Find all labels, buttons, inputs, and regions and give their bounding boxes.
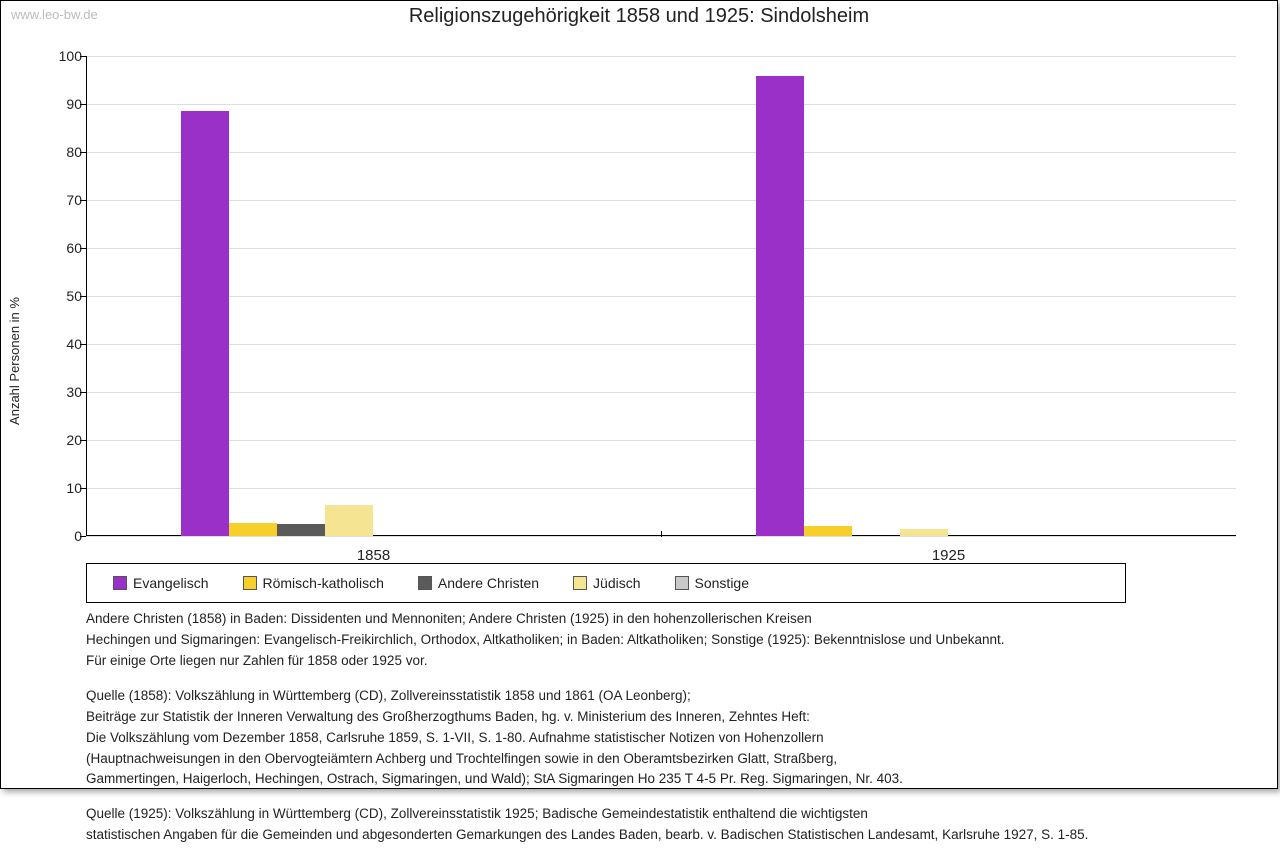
plot-area: 0 10 20 30 40 50 60 70 80 90 100 1858 1925 — [86, 56, 1236, 536]
gridline-40 — [86, 344, 1236, 345]
legend-item-r-misch-katholisch[interactable]: Römisch-katholisch — [243, 575, 384, 591]
legend-box: Evangelisch Römisch-katholisch Andere Chri… — [86, 563, 1126, 603]
footnote-block-3: Quelle (1925): Volkszählung in Württembe… — [86, 804, 1236, 846]
x-axis-label-1858: 1858 — [357, 547, 390, 564]
legend-swatch-r-misch-katholisch — [243, 576, 257, 590]
legend-label-r-misch-katholisch: Römisch-katholisch — [263, 575, 384, 591]
bar-r-misch-katholisch-1925[interactable] — [804, 526, 852, 536]
legend-item-evangelisch[interactable]: Evangelisch — [113, 575, 209, 591]
group-divider-1 — [661, 531, 662, 537]
legend-item-andere-christen[interactable]: Andere Christen — [418, 575, 539, 591]
gridline-80 — [86, 152, 1236, 153]
gridline-100 — [86, 56, 1236, 57]
bar-j-disch-1858[interactable] — [325, 505, 373, 536]
legend-swatch-j-disch — [573, 576, 587, 590]
bar-evangelisch-1858[interactable] — [181, 111, 229, 536]
legend-container: Evangelisch Römisch-katholisch Andere Chri… — [87, 575, 757, 591]
legend-label-j-disch: Jüdisch — [593, 575, 640, 591]
bar-r-misch-katholisch-1858[interactable] — [229, 523, 277, 536]
legend-swatch-evangelisch — [113, 576, 127, 590]
y-axis-tick-20: 20 — [54, 432, 82, 448]
y-axis-tick-100: 100 — [54, 48, 82, 64]
y-axis-tick-30: 30 — [54, 384, 82, 400]
footnote-block-1: Andere Christen (1858) in Baden: Disside… — [86, 609, 1236, 672]
y-axis-tick-60: 60 — [54, 240, 82, 256]
y-axis-tick-40: 40 — [54, 336, 82, 352]
legend-item-sonstige[interactable]: Sonstige — [675, 575, 749, 591]
y-axis-tick-70: 70 — [54, 192, 82, 208]
x-axis-label-1925: 1925 — [932, 547, 965, 564]
chart-frame: www.leo-bw.de Religionszugehörigkeit 185… — [0, 0, 1278, 789]
y-axis-tick-10: 10 — [54, 480, 82, 496]
y-axis-line — [86, 56, 87, 536]
y-axis-tick-90: 90 — [54, 96, 82, 112]
y-axis-tick-0: 0 — [54, 528, 82, 544]
chart-title: Religionszugehörigkeit 1858 und 1925: Si… — [1, 5, 1277, 28]
legend-swatch-sonstige — [675, 576, 689, 590]
gridline-90 — [86, 104, 1236, 105]
gridline-10 — [86, 488, 1236, 489]
gridline-50 — [86, 296, 1236, 297]
y-axis-tick-80: 80 — [54, 144, 82, 160]
bar-j-disch-1925[interactable] — [900, 529, 948, 536]
y-axis-tick-50: 50 — [54, 288, 82, 304]
gridline-30 — [86, 392, 1236, 393]
gridline-20 — [86, 440, 1236, 441]
gridline-70 — [86, 200, 1236, 201]
bar-evangelisch-1925[interactable] — [756, 76, 804, 536]
y-axis-tickmark-0 — [80, 536, 86, 537]
legend-item-j-disch[interactable]: Jüdisch — [573, 575, 640, 591]
legend-swatch-andere-christen — [418, 576, 432, 590]
y-axis-label: Anzahl Personen in % — [7, 297, 22, 425]
footnotes-section: Andere Christen (1858) in Baden: Disside… — [86, 609, 1236, 860]
legend-label-andere-christen: Andere Christen — [438, 575, 539, 591]
legend-label-evangelisch: Evangelisch — [133, 575, 209, 591]
footnote-block-2: Quelle (1858): Volkszählung in Württembe… — [86, 686, 1236, 791]
gridline-60 — [86, 248, 1236, 249]
bar-andere-christen-1858[interactable] — [277, 524, 325, 536]
legend-label-sonstige: Sonstige — [695, 575, 749, 591]
